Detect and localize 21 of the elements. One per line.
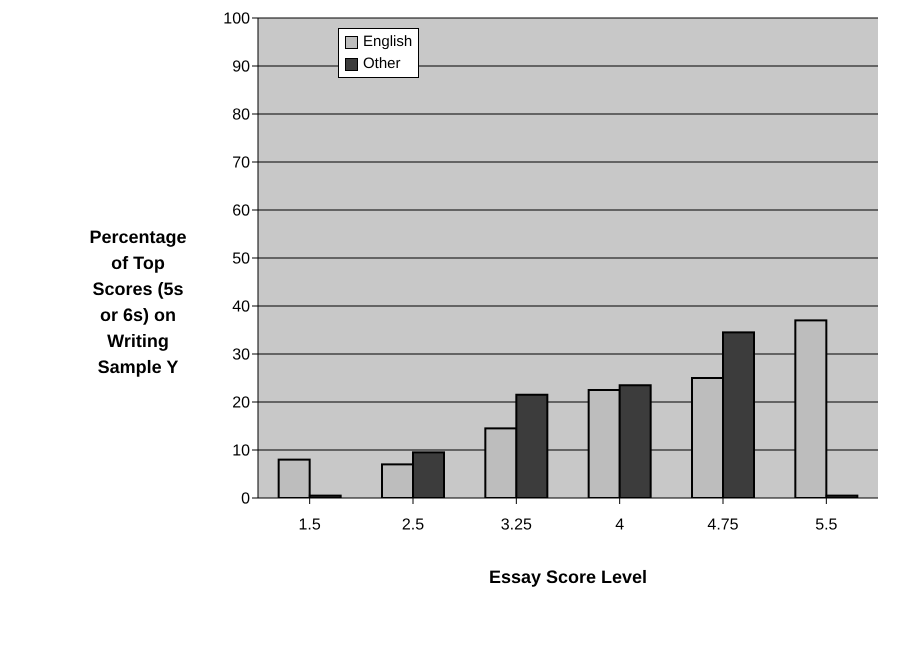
y-tick-label: 90 [232,58,250,76]
x-tick-label: 4.75 [707,516,739,534]
y-tick-label: 0 [241,490,250,508]
x-tick-label: 3.25 [500,516,532,534]
y-axis-title: Percentage of Top Scores (5s or 6s) on Writing Sample Y [89,227,187,377]
y-tick-label: 30 [232,346,250,364]
x-tick-label: 4 [615,516,624,534]
y-tick-label: 40 [232,298,250,316]
y-tick-label: 10 [232,442,250,460]
y-tick-label: 60 [232,202,250,220]
x-axis-title: Essay Score Level [488,567,648,587]
legend-label: English [363,32,412,52]
x-tick-label: 5.5 [815,516,838,534]
y-tick-label: 20 [232,394,250,412]
y-tick-label: 50 [232,250,250,268]
legend-label: Other [363,54,401,74]
y-tick-label: 70 [232,154,250,172]
y-tick-label: 80 [232,106,250,124]
x-tick-label: 2.5 [402,516,424,534]
y-tick-label: 100 [223,10,250,28]
x-tick-label: 1.5 [298,516,321,534]
